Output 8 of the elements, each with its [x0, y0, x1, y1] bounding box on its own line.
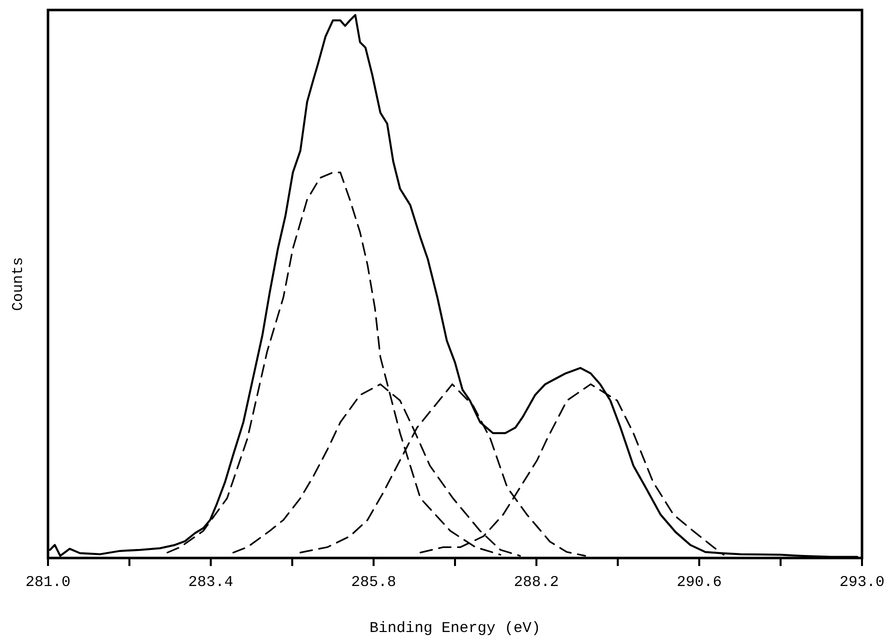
x-tick-label: 283.4	[188, 574, 234, 591]
x-tick-label: 281.0	[25, 574, 71, 591]
x-tick-label: 285.8	[351, 574, 396, 591]
x-tick-label: 290.6	[676, 574, 722, 591]
x-tick-label: 288.2	[514, 574, 559, 591]
x-tick-label: 293.0	[839, 574, 885, 591]
y-axis-title: Counts	[10, 256, 27, 312]
x-axis-title: Binding Energy (eV)	[369, 620, 541, 637]
